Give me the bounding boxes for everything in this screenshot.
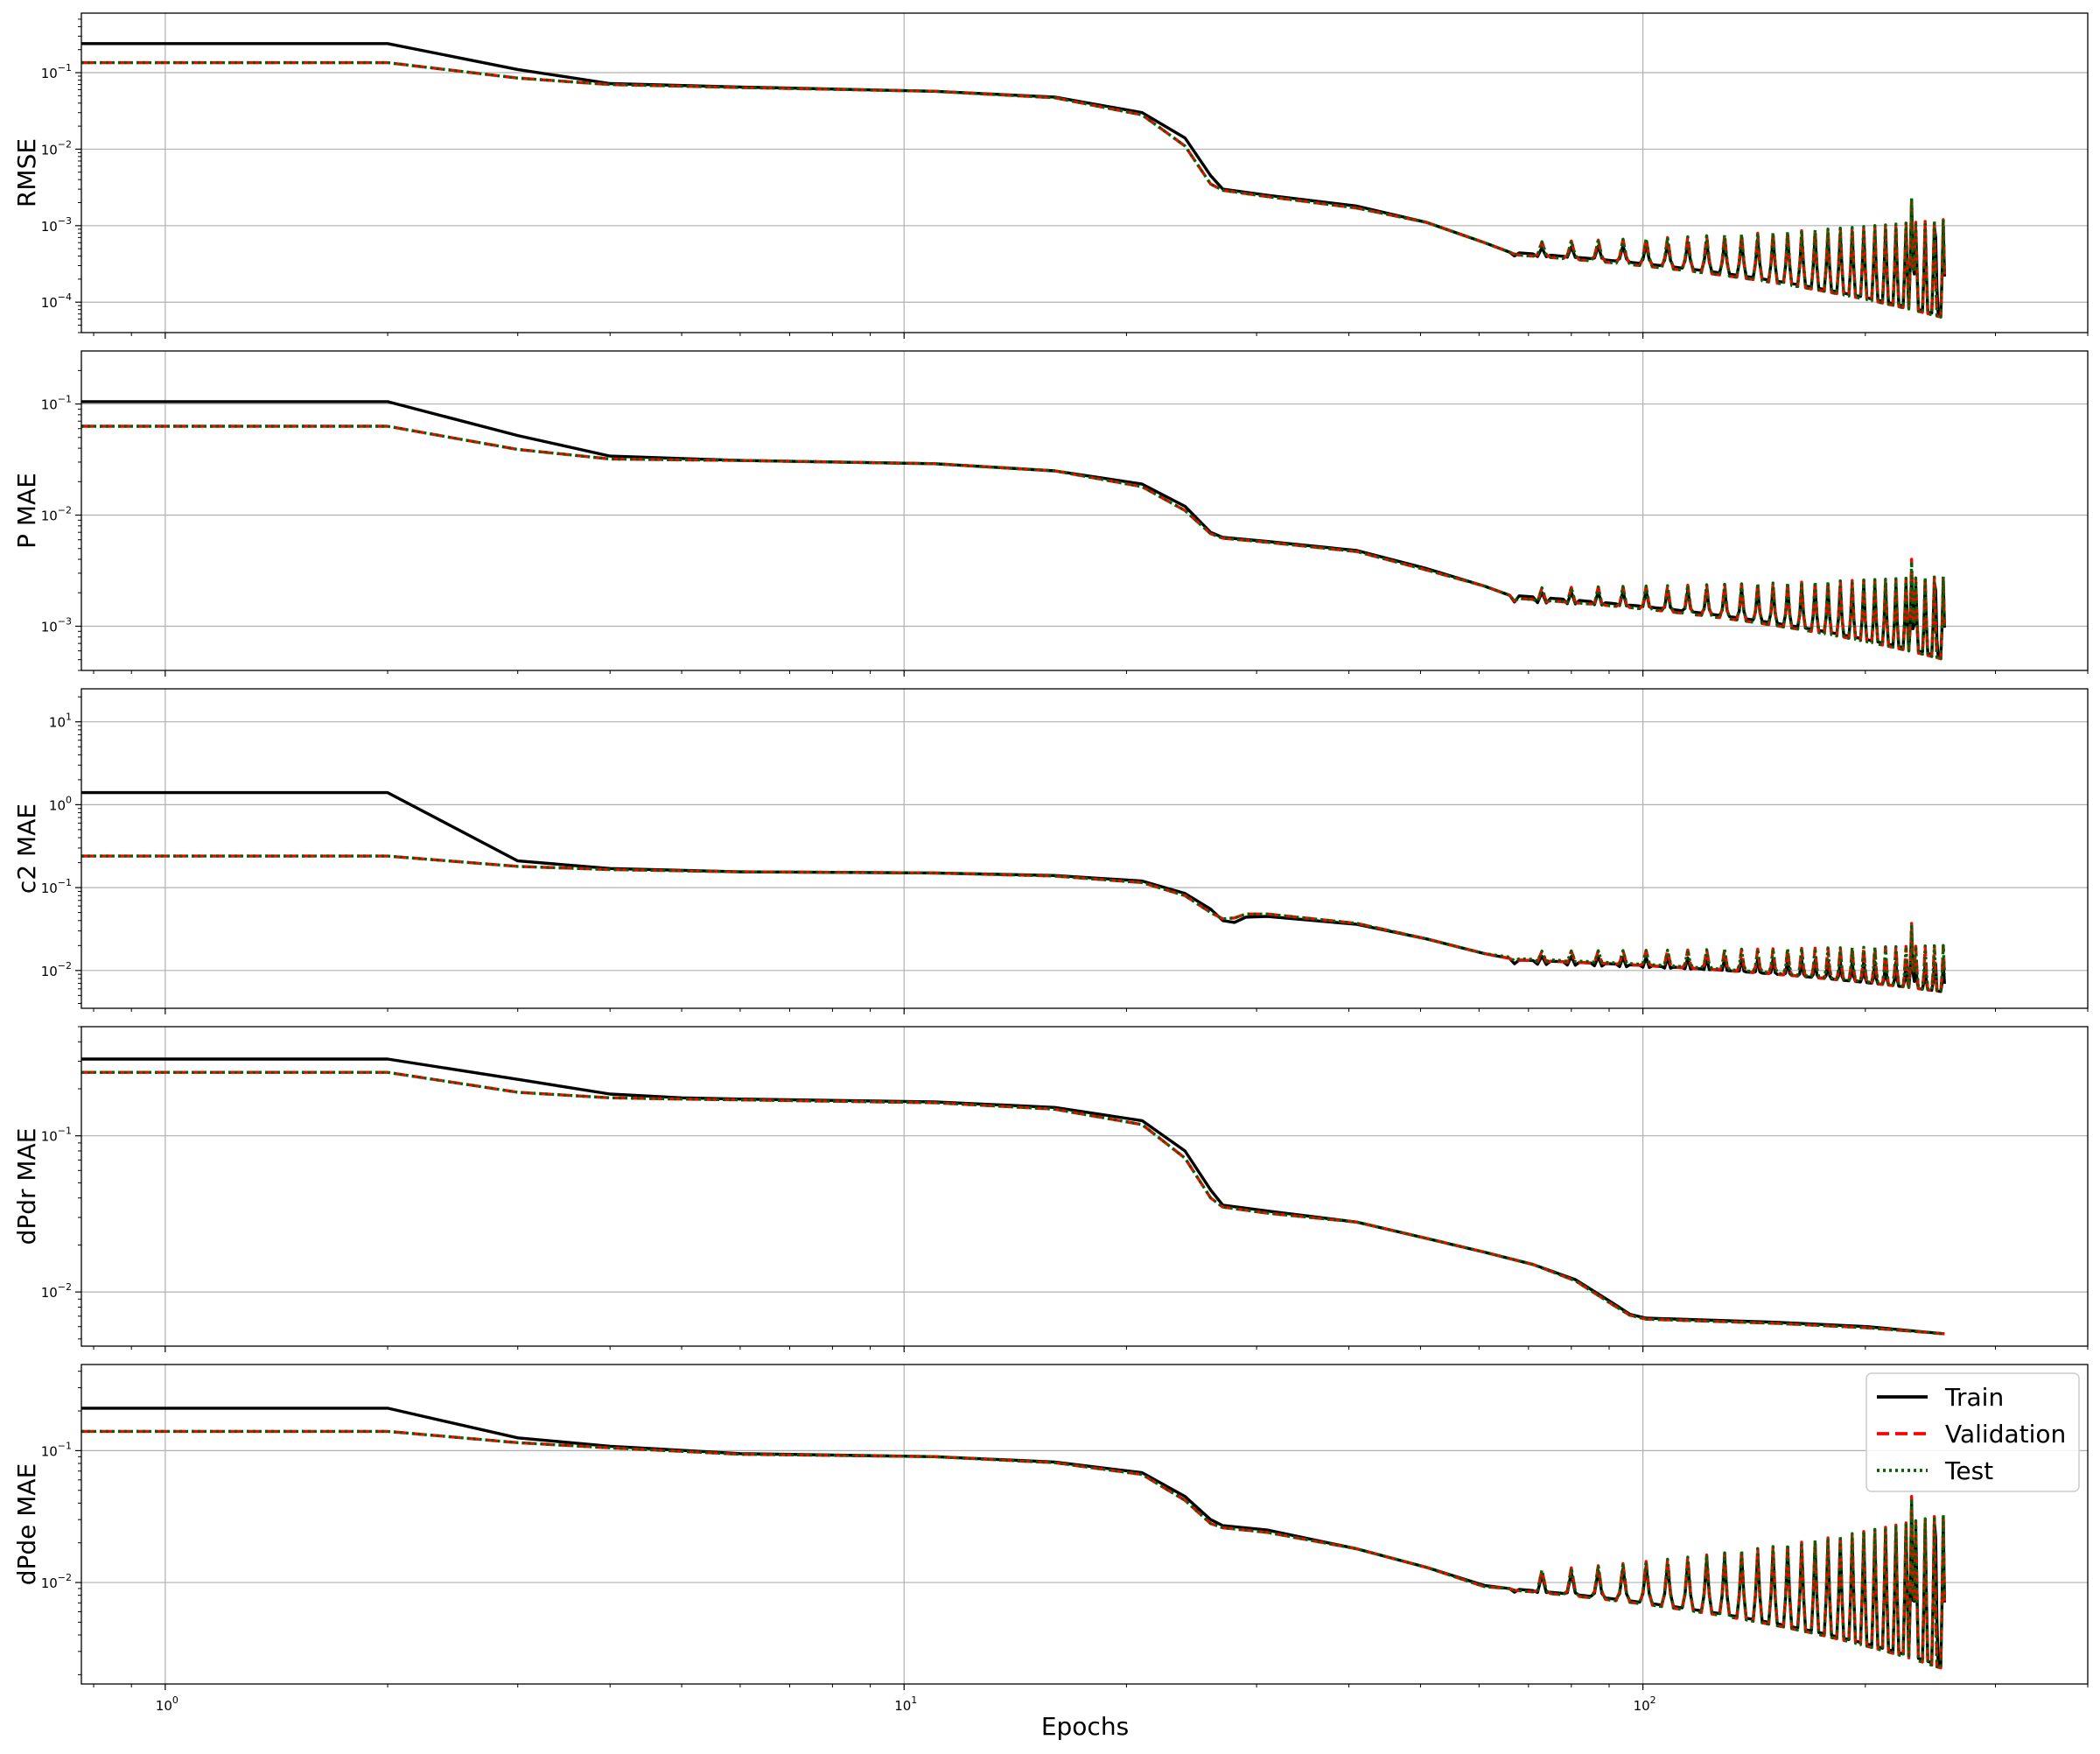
y-tick-label: 10−2 <box>41 138 72 158</box>
panel-frame <box>80 350 2089 671</box>
y-tick-label: 10−1 <box>41 62 72 81</box>
legend-box <box>1866 1372 2080 1492</box>
y-tick-label: 10−2 <box>41 1572 72 1591</box>
y-tick-label: 10−2 <box>41 1281 72 1301</box>
x-tick-label: 100 <box>156 1694 178 1714</box>
y-axis-label: c2 MAE <box>12 803 41 894</box>
y-tick-label: 10−1 <box>41 877 72 896</box>
y-axis-label: RMSE <box>12 138 41 207</box>
panel-frame <box>80 1026 2089 1347</box>
y-tick-label: 10−1 <box>41 1440 72 1459</box>
y-tick-label: 10−4 <box>41 291 72 311</box>
y-tick-label: 101 <box>49 712 72 731</box>
series-line-validation <box>81 60 1946 319</box>
panel-3: 10−2 10−1 100 101 c2 MAE <box>12 688 2089 1014</box>
panel-2: 10−3 10−2 10−1 P MAE <box>12 350 2089 677</box>
legend: Train Validation Test <box>1866 1372 2080 1492</box>
x-tick-label: 101 <box>894 1694 917 1714</box>
y-tick-label: 10−2 <box>41 960 72 979</box>
y-axis-label: P MAE <box>12 473 41 549</box>
legend-label-train: Train <box>1944 1383 2004 1412</box>
y-tick-label: 10−2 <box>41 505 72 524</box>
y-tick-label: 100 <box>49 794 72 813</box>
y-tick-label: 10−1 <box>41 394 72 413</box>
panel-frame <box>80 12 2089 333</box>
legend-label-validation: Validation <box>1945 1420 2066 1449</box>
legend-label-test: Test <box>1944 1456 1993 1485</box>
series-line-test <box>81 60 1946 319</box>
y-tick-label: 10−3 <box>41 215 72 235</box>
y-tick-label: 10−3 <box>41 615 72 635</box>
series-line-test <box>81 1070 1945 1336</box>
panel-1: 10−4 10−3 10−2 10−1 RMSE <box>12 12 2089 339</box>
panel-5: 10−2 10−1 100 101 102 dPde MAE <box>12 1364 2089 1714</box>
panel-frame <box>80 1364 2089 1685</box>
panel-frame <box>80 688 2089 1009</box>
series-line-test <box>81 1429 1946 1670</box>
y-tick-label: 10−1 <box>41 1126 72 1145</box>
x-tick-label: 102 <box>1634 1694 1656 1714</box>
series-line-test <box>81 854 1946 993</box>
y-axis-label: dPde MAE <box>12 1463 41 1586</box>
series-line-test <box>81 424 1946 661</box>
y-axis-label: dPdr MAE <box>12 1128 41 1245</box>
x-axis-label: Epochs <box>1041 1712 1129 1741</box>
